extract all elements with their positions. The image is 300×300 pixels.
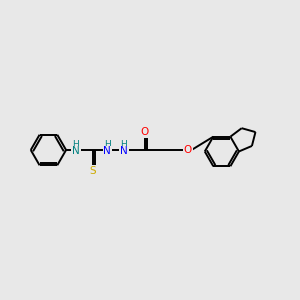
Text: N: N: [120, 146, 128, 157]
Text: N: N: [72, 146, 80, 157]
Text: S: S: [89, 166, 96, 176]
Text: H: H: [104, 140, 111, 149]
Text: O: O: [184, 145, 192, 155]
Text: N: N: [103, 146, 111, 157]
Text: H: H: [120, 140, 127, 149]
Text: O: O: [141, 127, 149, 137]
Text: H: H: [72, 140, 79, 149]
